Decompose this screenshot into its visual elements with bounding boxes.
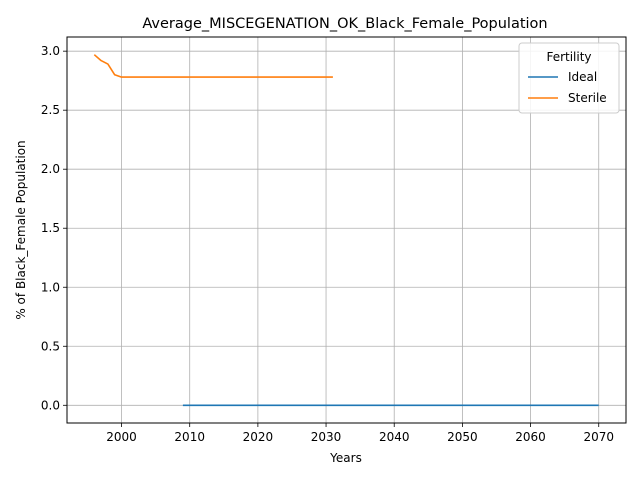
y-tick-label: 0.5 (41, 339, 60, 353)
plot-frame (66, 36, 627, 424)
x-tick-label: 2000 (106, 430, 137, 444)
y-tick-label: 3.0 (41, 44, 60, 58)
series-line-sterile (93, 54, 333, 78)
y-tick-label: 0.0 (41, 398, 60, 412)
y-tick-label: 1.0 (41, 280, 60, 294)
x-tick-label: 2060 (515, 430, 546, 444)
chart-title: Average_MISCEGENATION_OK_Black_Female_Po… (142, 16, 547, 32)
x-tick-label: 2030 (311, 430, 342, 444)
axis-ticks: 2000 2010 2020 2030 2040 2050 2060 2070 0.0 0.5 1.… (41, 44, 614, 444)
legend-label-ideal: Ideal (568, 70, 597, 84)
y-tick-label: 2.0 (41, 162, 60, 176)
y-axis-label: % of Black_Female Population (14, 140, 28, 319)
y-tick-label: 1.5 (41, 221, 60, 235)
x-tick-label: 2020 (243, 430, 274, 444)
x-tick-label: 2070 (583, 430, 614, 444)
legend-title: Fertility (546, 50, 591, 64)
y-tick-label: 2.5 (41, 103, 60, 117)
x-tick-label: 2010 (174, 430, 205, 444)
legend: Fertility Ideal Sterile (518, 42, 620, 114)
x-tick-label: 2050 (447, 430, 478, 444)
legend-label-sterile: Sterile (568, 91, 607, 105)
x-tick-label: 2040 (379, 430, 410, 444)
legend-box (518, 42, 620, 114)
series-lines (93, 54, 599, 407)
x-axis-label: Years (329, 451, 362, 465)
